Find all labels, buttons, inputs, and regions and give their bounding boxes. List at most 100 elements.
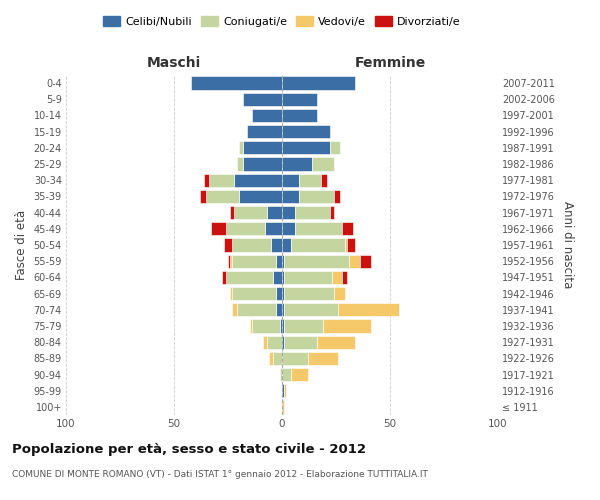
Bar [282,270,284,284]
Y-axis label: Fasce di età: Fasce di età [15,210,28,280]
Bar [226,270,274,284]
Legend: Celibi/Nubili, Coniugati/e, Vedovi/e, Divorziati/e: Celibi/Nubili, Coniugati/e, Vedovi/e, Di… [103,16,461,26]
Bar [243,141,282,154]
Bar [243,92,282,106]
Bar [282,109,317,122]
Bar [321,174,328,187]
Bar [267,336,282,349]
Bar [263,336,267,349]
Bar [221,270,226,284]
Bar [228,254,230,268]
Bar [271,238,282,252]
Bar [343,222,353,235]
Bar [204,174,209,187]
Bar [252,109,282,122]
Bar [343,270,347,284]
Bar [299,190,334,203]
Bar [323,320,371,332]
Bar [360,254,371,268]
Bar [250,320,252,332]
Bar [282,190,299,203]
Bar [232,254,275,268]
Bar [284,254,349,268]
Bar [299,174,321,187]
Bar [334,190,340,203]
Bar [329,141,340,154]
Bar [211,222,226,235]
Text: COMUNE DI MONTE ROMANO (VT) - Dati ISTAT 1° gennaio 2012 - Elaborazione TUTTITAL: COMUNE DI MONTE ROMANO (VT) - Dati ISTAT… [12,470,428,479]
Bar [332,270,343,284]
Bar [295,222,343,235]
Bar [282,368,290,381]
Bar [312,158,334,170]
Bar [284,270,332,284]
Bar [200,190,206,203]
Bar [347,238,355,252]
Text: Maschi: Maschi [147,56,201,70]
Bar [282,320,284,332]
Bar [274,270,282,284]
Bar [206,190,239,203]
Bar [282,352,308,365]
Bar [265,222,282,235]
Bar [232,303,236,316]
Bar [209,174,235,187]
Bar [284,320,323,332]
Bar [290,368,308,381]
Bar [317,336,355,349]
Bar [282,206,295,220]
Bar [269,352,274,365]
Bar [284,384,286,398]
Bar [282,174,299,187]
Bar [224,238,232,252]
Bar [338,303,398,316]
Bar [243,158,282,170]
Bar [236,158,243,170]
Bar [239,141,243,154]
Bar [236,303,275,316]
Bar [334,287,344,300]
Bar [282,222,295,235]
Bar [282,336,284,349]
Y-axis label: Anni di nascita: Anni di nascita [562,202,574,288]
Bar [282,141,329,154]
Bar [230,206,235,220]
Bar [282,238,290,252]
Bar [232,238,271,252]
Bar [284,287,334,300]
Bar [282,254,284,268]
Bar [232,287,275,300]
Text: Femmine: Femmine [355,56,425,70]
Bar [275,287,282,300]
Bar [275,254,282,268]
Bar [284,303,338,316]
Bar [282,303,284,316]
Bar [226,222,265,235]
Bar [282,92,317,106]
Bar [282,76,355,90]
Bar [282,384,284,398]
Bar [284,336,317,349]
Bar [275,303,282,316]
Bar [230,287,232,300]
Bar [282,125,329,138]
Bar [280,368,282,381]
Bar [282,158,312,170]
Bar [235,174,282,187]
Bar [239,190,282,203]
Bar [295,206,329,220]
Bar [282,287,284,300]
Bar [235,206,267,220]
Bar [290,238,344,252]
Bar [308,352,338,365]
Bar [329,206,334,220]
Bar [344,238,347,252]
Bar [267,206,282,220]
Bar [247,125,282,138]
Bar [280,320,282,332]
Bar [230,254,232,268]
Bar [349,254,360,268]
Text: Popolazione per età, sesso e stato civile - 2012: Popolazione per età, sesso e stato civil… [12,442,366,456]
Bar [282,400,284,413]
Bar [274,352,282,365]
